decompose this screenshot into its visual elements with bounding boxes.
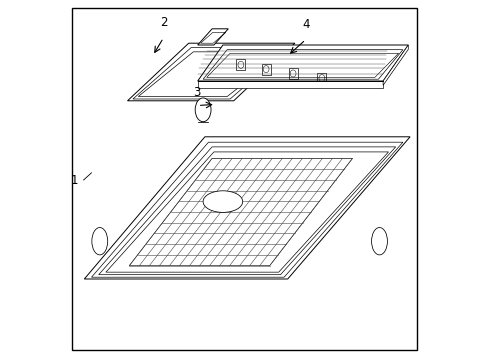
Ellipse shape [195,98,211,122]
Polygon shape [197,81,382,88]
Text: 4: 4 [301,18,309,31]
Polygon shape [84,137,409,279]
Text: 2: 2 [160,16,167,29]
Polygon shape [382,45,407,85]
Polygon shape [197,29,228,45]
Text: 1: 1 [71,174,78,186]
Polygon shape [197,45,407,81]
Ellipse shape [371,228,386,255]
Ellipse shape [203,191,242,212]
Polygon shape [127,43,294,101]
Ellipse shape [92,228,107,255]
Text: 3: 3 [193,86,200,99]
